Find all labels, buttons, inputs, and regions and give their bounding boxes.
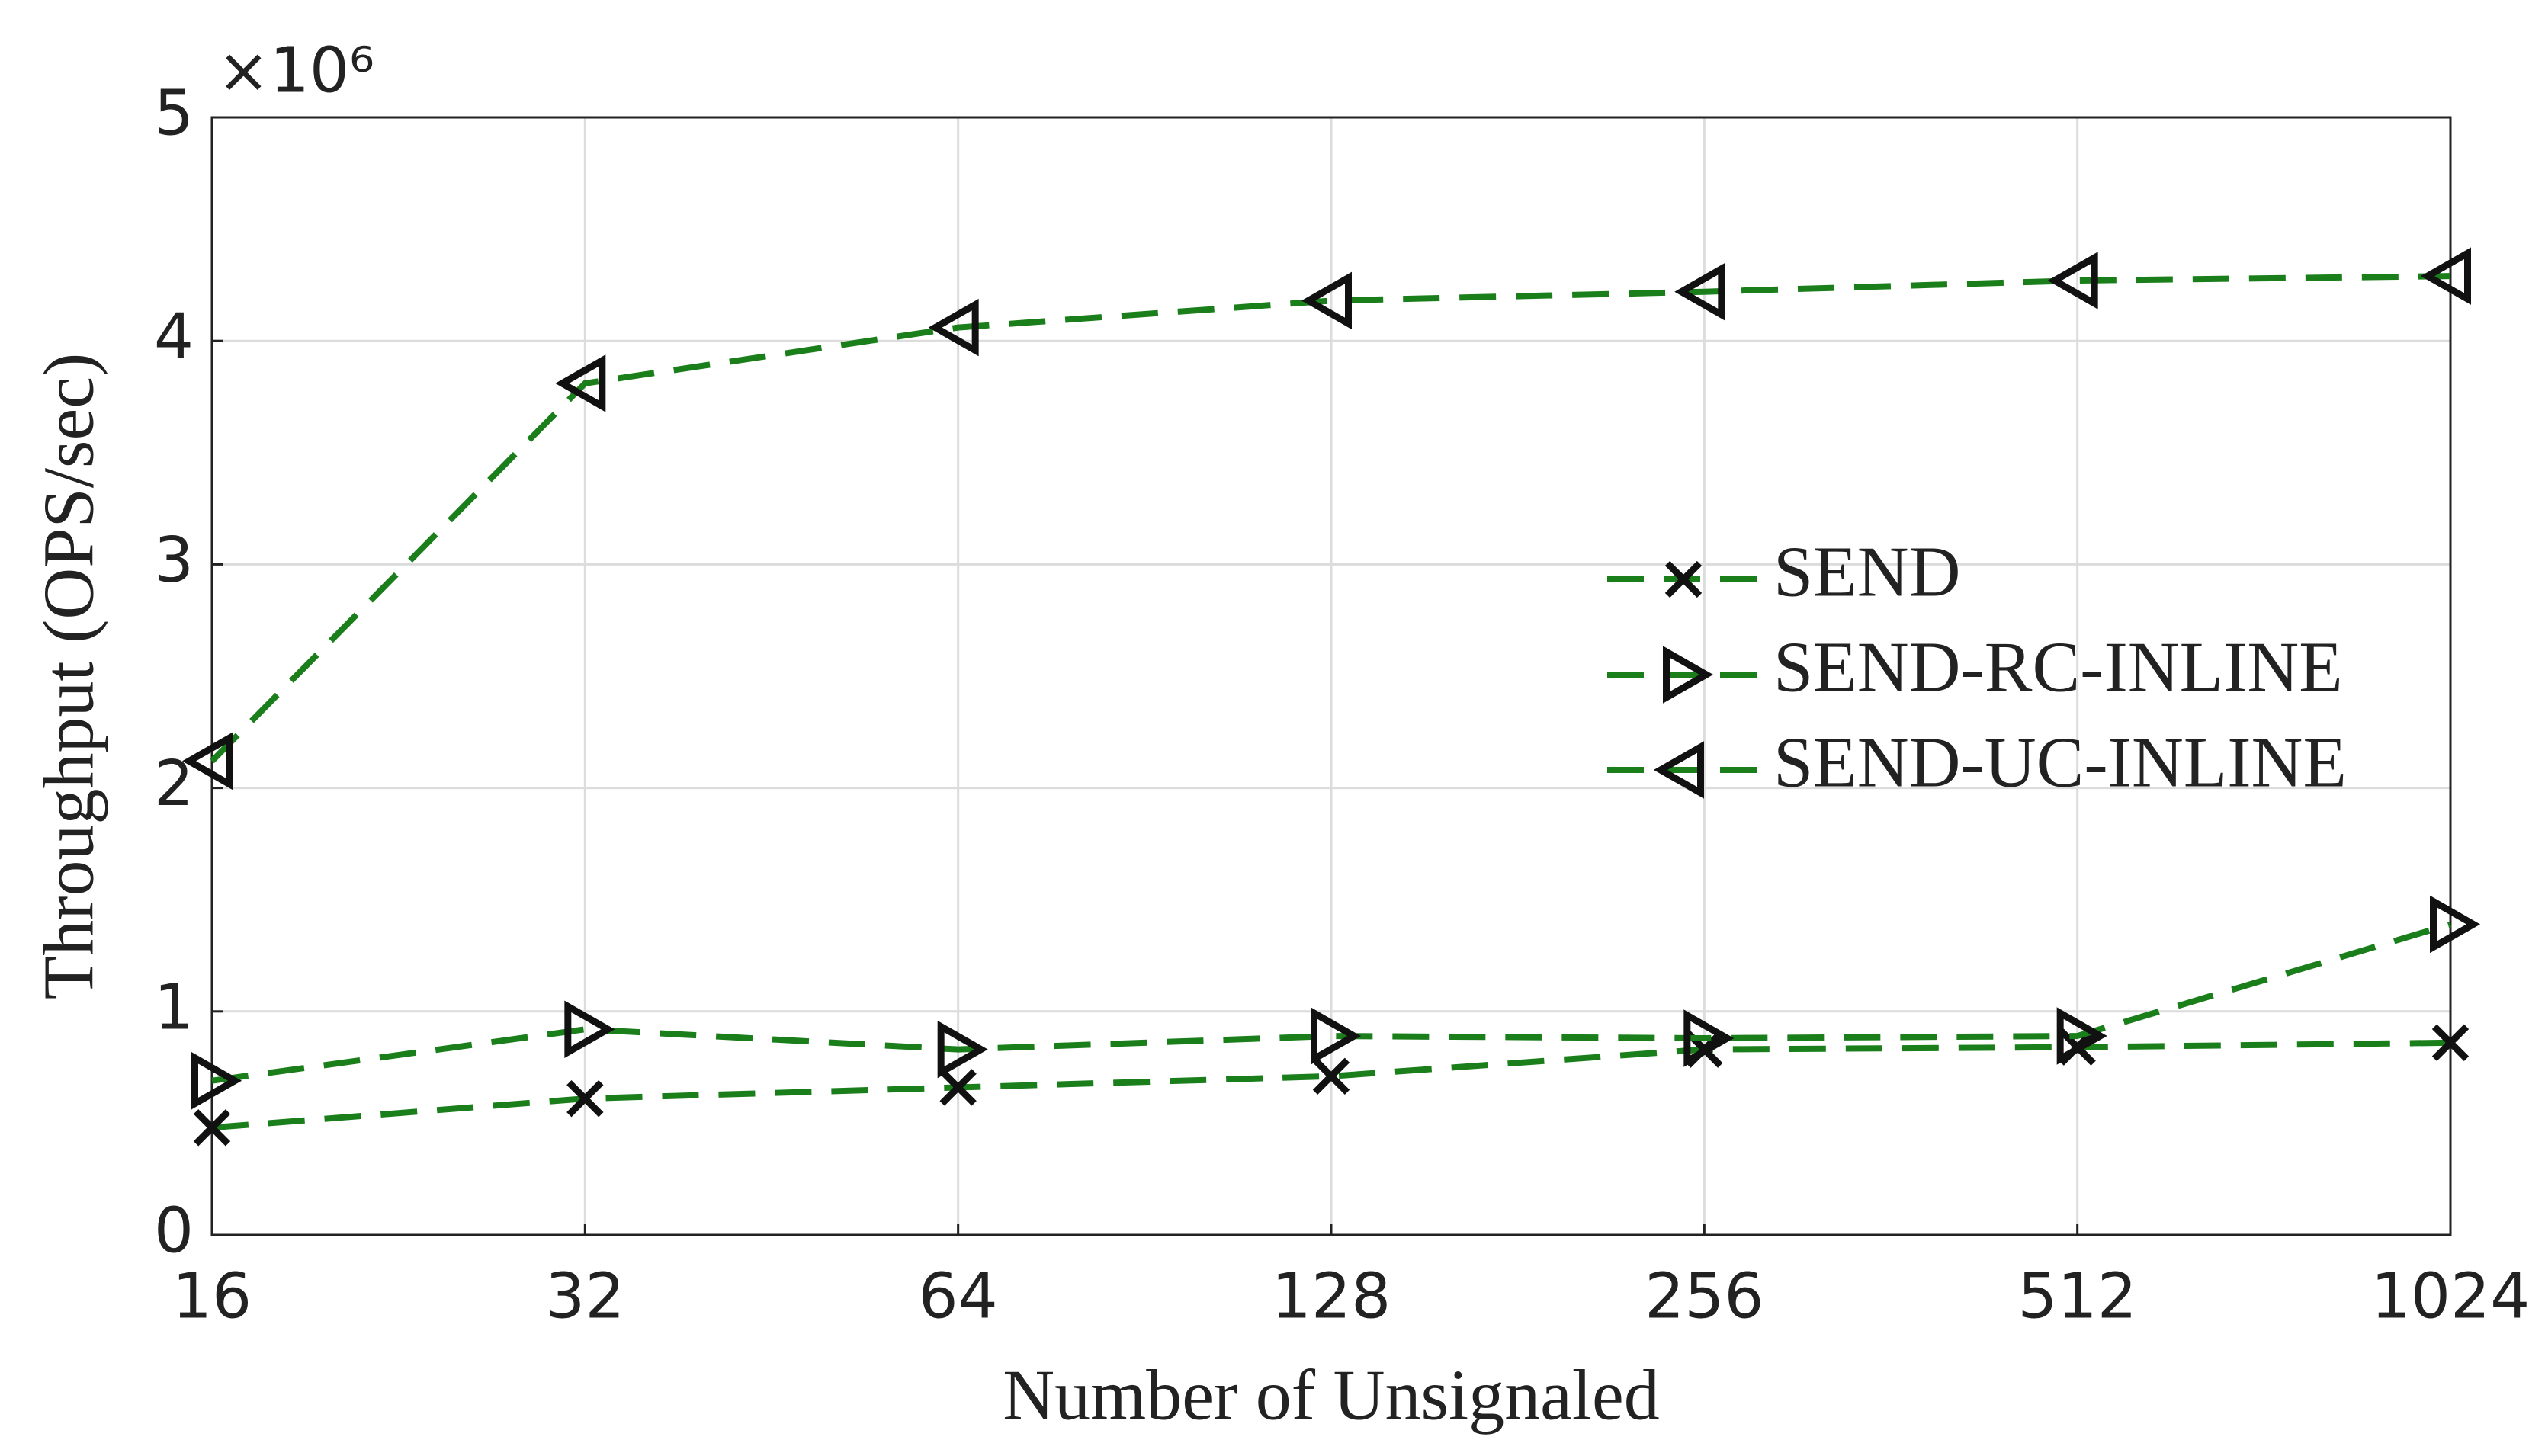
legend-label: SEND xyxy=(1773,533,1960,612)
legend-marker xyxy=(1663,646,1714,704)
marker xyxy=(191,1051,242,1110)
marker xyxy=(181,732,233,791)
marker xyxy=(555,354,606,412)
marker xyxy=(1311,1007,1362,1065)
marker xyxy=(937,1020,988,1079)
y-axis-label: Throughput (OPS/sec) xyxy=(30,353,109,1000)
y-tick-label: 4 xyxy=(154,301,194,374)
marker xyxy=(1674,262,1725,321)
y-tick-label: 3 xyxy=(154,524,194,597)
series-line xyxy=(211,921,2452,1084)
y-tick-label: 0 xyxy=(154,1195,194,1267)
marker xyxy=(2431,1024,2470,1062)
legend-marker xyxy=(1653,741,1704,799)
y-tick-label: 1 xyxy=(154,971,194,1044)
x-tick-label: 16 xyxy=(172,1260,252,1333)
marker xyxy=(193,1109,231,1147)
x-tick-label: 256 xyxy=(1645,1260,1764,1333)
x-tick-label: 32 xyxy=(545,1260,624,1333)
marker xyxy=(1683,1009,1735,1067)
x-tick-label: 512 xyxy=(2017,1260,2137,1333)
marker xyxy=(2430,895,2481,954)
marker xyxy=(1312,1057,1350,1095)
series-line xyxy=(210,273,2451,764)
marker xyxy=(564,1000,615,1059)
x-tick-label: 1024 xyxy=(2371,1260,2531,1333)
legend-label: SEND-UC-INLINE xyxy=(1773,723,2347,803)
x-axis-label: Number of Unsignaled xyxy=(1003,1356,1659,1435)
marker xyxy=(2420,247,2471,305)
marker xyxy=(2047,252,2098,309)
marker xyxy=(928,298,979,357)
marker xyxy=(566,1079,604,1118)
marker xyxy=(2056,1007,2107,1065)
x-tick-label: 128 xyxy=(1272,1260,1391,1333)
x-tick-label: 64 xyxy=(918,1260,997,1333)
y-scale-label: ×10⁶ xyxy=(217,34,374,107)
marker xyxy=(939,1069,977,1106)
plot-frame xyxy=(210,116,2452,1236)
marker xyxy=(1301,271,1352,330)
legend-label: SEND-RC-INLINE xyxy=(1773,628,2343,707)
y-tick-label: 5 xyxy=(154,77,194,149)
legend-marker xyxy=(1664,560,1703,598)
